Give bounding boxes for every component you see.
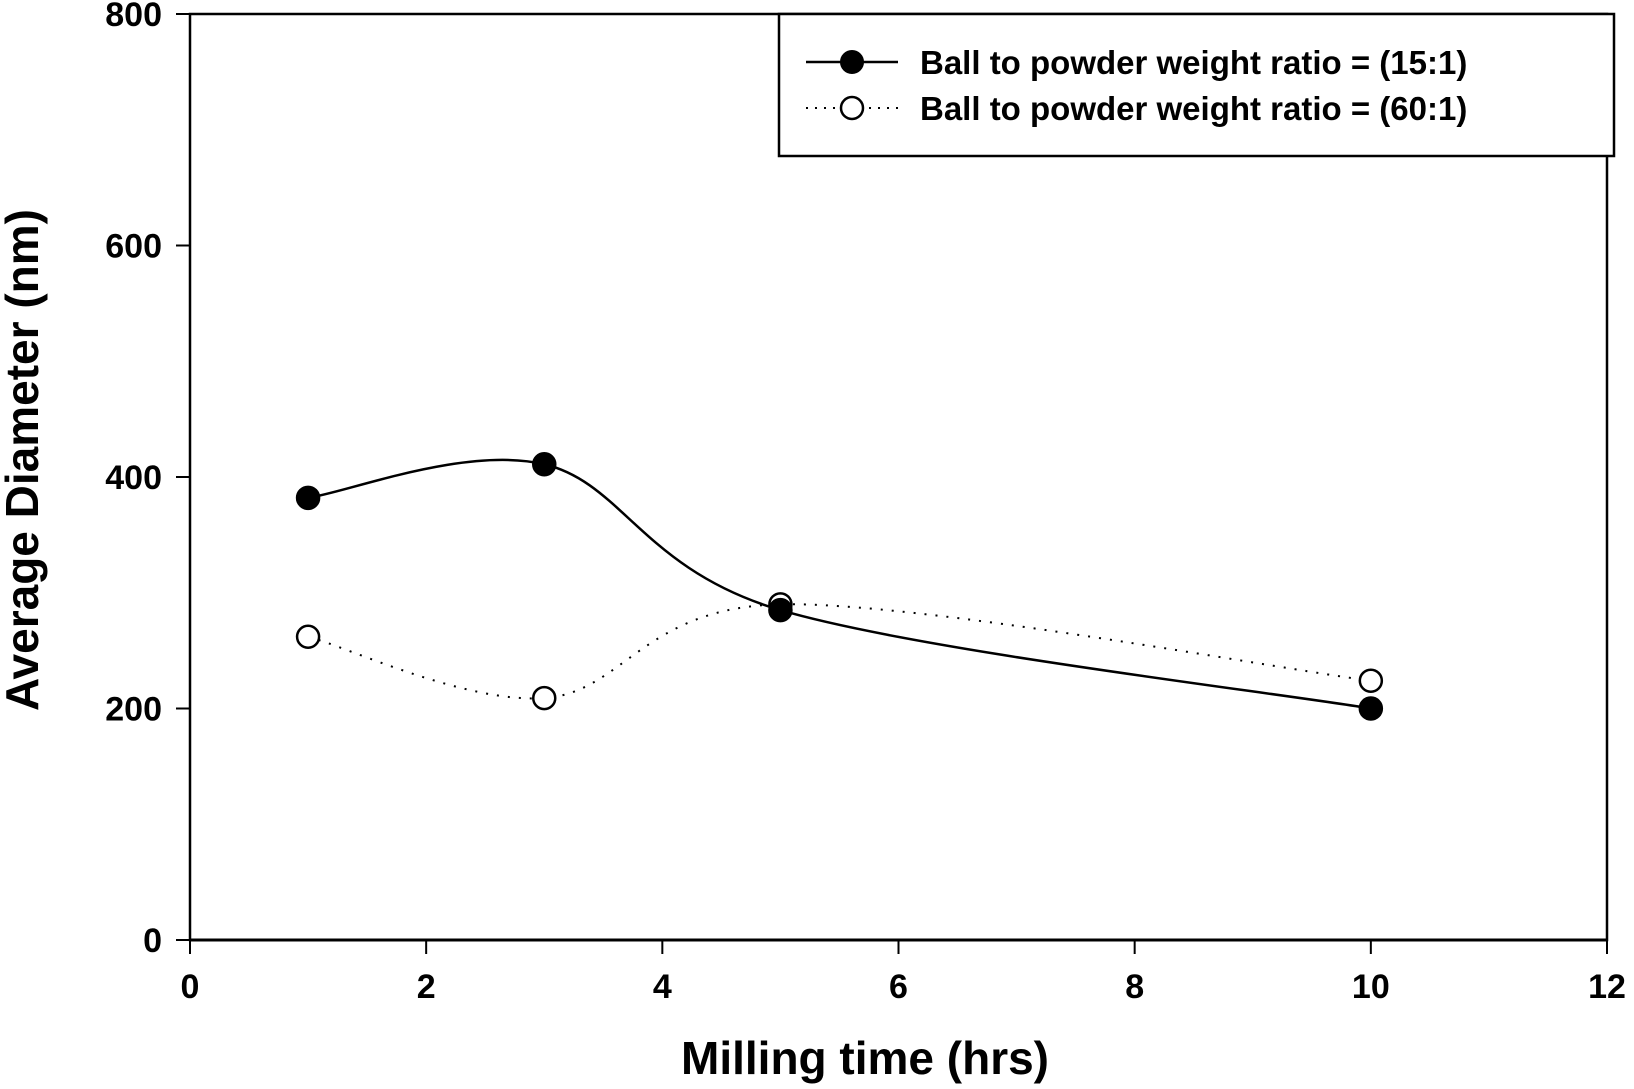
x-tick-label: 0 xyxy=(181,968,200,1006)
data-point xyxy=(295,624,321,649)
legend-label-60-1: Ball to powder weight ratio = (60:1) xyxy=(920,90,1467,127)
x-tick-label: 4 xyxy=(653,968,672,1006)
y-tick-label: 400 xyxy=(105,459,162,497)
series-line xyxy=(307,458,1372,710)
legend: Ball to powder weight ratio = (15:1) Bal… xyxy=(777,12,1616,158)
series-layer xyxy=(295,452,1384,721)
markers-60-1 xyxy=(295,592,1384,711)
legend-marker-open-circle xyxy=(839,95,865,121)
data-point xyxy=(768,597,793,623)
y-axis-title: Average Diameter (nm) xyxy=(0,209,48,711)
x-tick-label: 10 xyxy=(1352,968,1390,1006)
x-axis-title: Milling time (hrs) xyxy=(681,1032,1049,1084)
data-point xyxy=(532,685,557,711)
x-tick-label: 2 xyxy=(417,968,436,1006)
x-tick-label: 6 xyxy=(889,968,908,1006)
legend-item-15-1: Ball to powder weight ratio = (15:1) xyxy=(806,44,1467,81)
data-point xyxy=(1358,696,1384,721)
series-line xyxy=(307,603,1371,700)
series-15-1 xyxy=(307,458,1372,710)
legend-marker-filled-circle xyxy=(840,50,864,74)
y-tick-label: 800 xyxy=(105,0,162,34)
y-tick-label: 200 xyxy=(105,691,162,729)
y-axis-ticks: 0 200 400 600 800 xyxy=(105,0,190,960)
legend-item-60-1: Ball to powder weight ratio = (60:1) xyxy=(806,90,1467,127)
y-tick-label: 600 xyxy=(105,228,162,266)
y-tick-label: 0 xyxy=(143,922,162,960)
legend-box xyxy=(777,12,1616,158)
x-tick-label: 8 xyxy=(1125,968,1144,1006)
markers-15-1 xyxy=(295,452,1384,721)
series-60-1 xyxy=(307,603,1371,700)
x-axis-ticks: 0 2 4 6 8 10 12 xyxy=(181,940,1626,1006)
legend-label-15-1: Ball to powder weight ratio = (15:1) xyxy=(920,44,1467,81)
data-point xyxy=(295,485,321,511)
data-point xyxy=(532,452,557,477)
data-point xyxy=(1358,668,1384,693)
x-tick-label: 12 xyxy=(1588,968,1626,1006)
